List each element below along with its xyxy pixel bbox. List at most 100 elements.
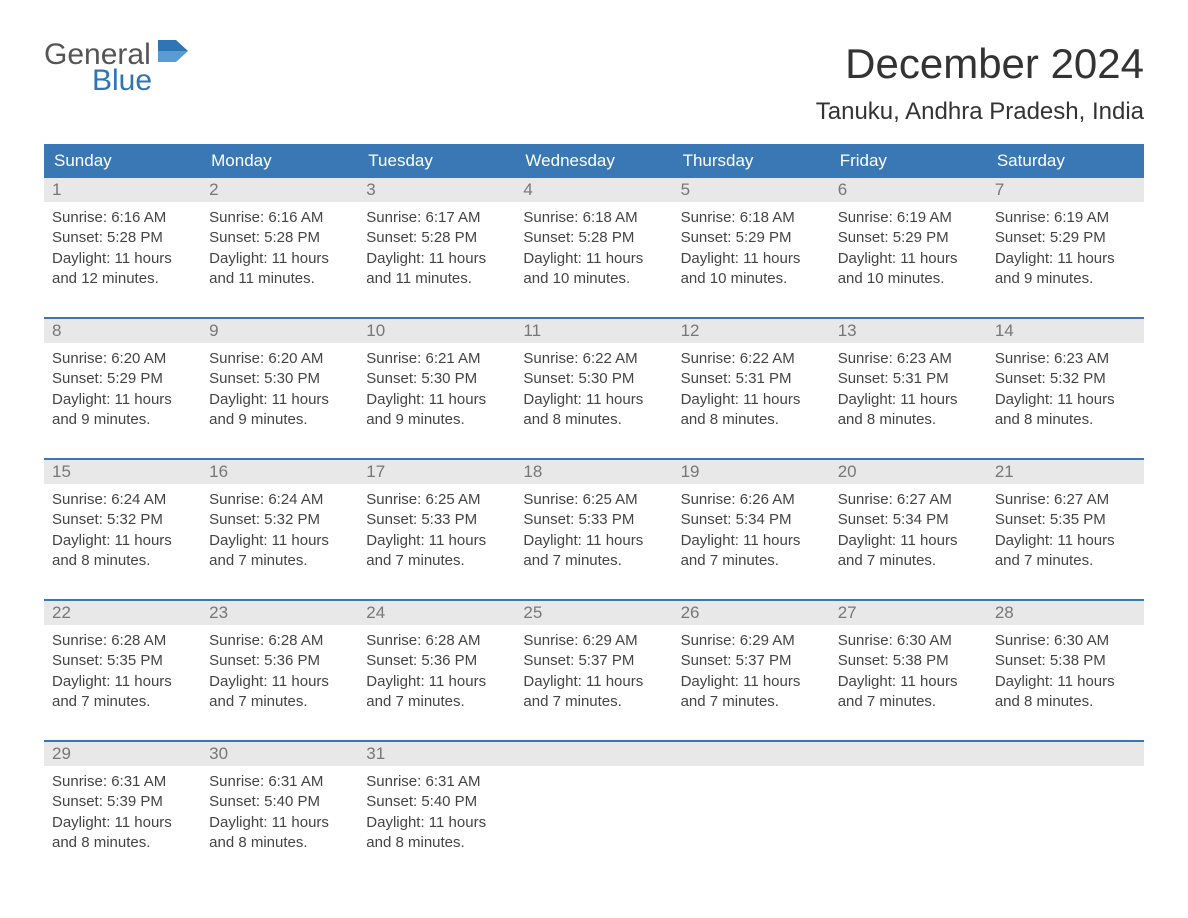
sunrise-line: Sunrise: 6:28 AM — [366, 631, 507, 651]
sunset-line: Sunset: 5:38 PM — [838, 651, 979, 671]
daylight-line: Daylight: 11 hoursand 9 minutes. — [995, 249, 1136, 290]
day-number: 16 — [201, 460, 358, 484]
sunset-line: Sunset: 5:30 PM — [366, 369, 507, 389]
sunrise-line: Sunrise: 6:30 AM — [995, 631, 1136, 651]
sunrise-line: Sunrise: 6:24 AM — [209, 490, 350, 510]
daynum-row: 1234567 — [44, 178, 1144, 202]
brand-word2-text: Blue — [92, 64, 152, 97]
week-row: 293031Sunrise: 6:31 AMSunset: 5:39 PMDay… — [44, 740, 1144, 863]
daylight-line: Daylight: 11 hoursand 10 minutes. — [523, 249, 664, 290]
sunset-line: Sunset: 5:29 PM — [52, 369, 193, 389]
daylight-line: Daylight: 11 hoursand 8 minutes. — [366, 813, 507, 854]
sunset-line: Sunset: 5:35 PM — [995, 510, 1136, 530]
day-cell: Sunrise: 6:28 AMSunset: 5:36 PMDaylight:… — [358, 625, 515, 722]
sunset-line: Sunset: 5:40 PM — [366, 792, 507, 812]
day-cell: Sunrise: 6:24 AMSunset: 5:32 PMDaylight:… — [201, 484, 358, 581]
day-cell-empty — [673, 766, 830, 863]
daylight-line: Daylight: 11 hoursand 8 minutes. — [52, 813, 193, 854]
day-number: 20 — [830, 460, 987, 484]
day-cell: Sunrise: 6:27 AMSunset: 5:34 PMDaylight:… — [830, 484, 987, 581]
day-number: 15 — [44, 460, 201, 484]
sunset-line: Sunset: 5:38 PM — [995, 651, 1136, 671]
day-cell: Sunrise: 6:29 AMSunset: 5:37 PMDaylight:… — [515, 625, 672, 722]
weekday-header: Monday — [201, 144, 358, 178]
day-cell: Sunrise: 6:20 AMSunset: 5:29 PMDaylight:… — [44, 343, 201, 440]
day-number — [673, 742, 830, 766]
day-cell: Sunrise: 6:20 AMSunset: 5:30 PMDaylight:… — [201, 343, 358, 440]
daylight-line: Daylight: 11 hoursand 7 minutes. — [838, 672, 979, 713]
sunset-line: Sunset: 5:32 PM — [52, 510, 193, 530]
daylight-line: Daylight: 11 hoursand 8 minutes. — [995, 672, 1136, 713]
daylight-line: Daylight: 11 hoursand 8 minutes. — [995, 390, 1136, 431]
daylight-line: Daylight: 11 hoursand 11 minutes. — [366, 249, 507, 290]
day-cell: Sunrise: 6:23 AMSunset: 5:31 PMDaylight:… — [830, 343, 987, 440]
day-number: 23 — [201, 601, 358, 625]
sunset-line: Sunset: 5:28 PM — [52, 228, 193, 248]
day-number: 8 — [44, 319, 201, 343]
day-cell: Sunrise: 6:22 AMSunset: 5:30 PMDaylight:… — [515, 343, 672, 440]
day-number: 18 — [515, 460, 672, 484]
day-cell: Sunrise: 6:19 AMSunset: 5:29 PMDaylight:… — [987, 202, 1144, 299]
sunrise-line: Sunrise: 6:22 AM — [523, 349, 664, 369]
day-cell: Sunrise: 6:17 AMSunset: 5:28 PMDaylight:… — [358, 202, 515, 299]
sunset-line: Sunset: 5:28 PM — [523, 228, 664, 248]
title-block: December 2024 Tanuku, Andhra Pradesh, In… — [816, 40, 1144, 126]
daylight-line: Daylight: 11 hoursand 8 minutes. — [681, 390, 822, 431]
day-cell: Sunrise: 6:30 AMSunset: 5:38 PMDaylight:… — [830, 625, 987, 722]
sunrise-line: Sunrise: 6:31 AM — [366, 772, 507, 792]
sunrise-line: Sunrise: 6:23 AM — [995, 349, 1136, 369]
sunrise-line: Sunrise: 6:31 AM — [209, 772, 350, 792]
weekday-header-row: SundayMondayTuesdayWednesdayThursdayFrid… — [44, 144, 1144, 178]
daynum-row: 891011121314 — [44, 319, 1144, 343]
sunrise-line: Sunrise: 6:20 AM — [52, 349, 193, 369]
daylight-line: Daylight: 11 hoursand 10 minutes. — [681, 249, 822, 290]
day-number — [515, 742, 672, 766]
daylight-line: Daylight: 11 hoursand 8 minutes. — [209, 813, 350, 854]
sunrise-line: Sunrise: 6:31 AM — [52, 772, 193, 792]
sunrise-line: Sunrise: 6:28 AM — [52, 631, 193, 651]
month-title: December 2024 — [816, 40, 1144, 88]
day-number: 19 — [673, 460, 830, 484]
sunset-line: Sunset: 5:35 PM — [52, 651, 193, 671]
day-cell: Sunrise: 6:28 AMSunset: 5:35 PMDaylight:… — [44, 625, 201, 722]
sunrise-line: Sunrise: 6:18 AM — [681, 208, 822, 228]
weekday-header: Sunday — [44, 144, 201, 178]
location-subtitle: Tanuku, Andhra Pradesh, India — [816, 98, 1144, 126]
sunrise-line: Sunrise: 6:25 AM — [366, 490, 507, 510]
weekday-header: Friday — [830, 144, 987, 178]
sunset-line: Sunset: 5:36 PM — [366, 651, 507, 671]
day-cell-empty — [987, 766, 1144, 863]
sunset-line: Sunset: 5:29 PM — [838, 228, 979, 248]
week-row: 891011121314Sunrise: 6:20 AMSunset: 5:29… — [44, 317, 1144, 440]
day-number: 26 — [673, 601, 830, 625]
brand-word2: Blue — [92, 66, 152, 96]
sunrise-line: Sunrise: 6:18 AM — [523, 208, 664, 228]
sunrise-line: Sunrise: 6:28 AM — [209, 631, 350, 651]
sunrise-line: Sunrise: 6:20 AM — [209, 349, 350, 369]
daylight-line: Daylight: 11 hoursand 7 minutes. — [995, 531, 1136, 572]
day-cell: Sunrise: 6:25 AMSunset: 5:33 PMDaylight:… — [358, 484, 515, 581]
day-number: 5 — [673, 178, 830, 202]
day-number: 1 — [44, 178, 201, 202]
weekday-header: Wednesday — [515, 144, 672, 178]
day-number: 30 — [201, 742, 358, 766]
sunset-line: Sunset: 5:28 PM — [209, 228, 350, 248]
sunset-line: Sunset: 5:33 PM — [366, 510, 507, 530]
daylight-line: Daylight: 11 hoursand 10 minutes. — [838, 249, 979, 290]
day-cell: Sunrise: 6:21 AMSunset: 5:30 PMDaylight:… — [358, 343, 515, 440]
day-cell: Sunrise: 6:19 AMSunset: 5:29 PMDaylight:… — [830, 202, 987, 299]
sunset-line: Sunset: 5:30 PM — [209, 369, 350, 389]
daylight-line: Daylight: 11 hoursand 9 minutes. — [366, 390, 507, 431]
day-number: 28 — [987, 601, 1144, 625]
sunrise-line: Sunrise: 6:19 AM — [838, 208, 979, 228]
day-cell: Sunrise: 6:27 AMSunset: 5:35 PMDaylight:… — [987, 484, 1144, 581]
daynum-row: 15161718192021 — [44, 460, 1144, 484]
day-number: 25 — [515, 601, 672, 625]
day-number: 3 — [358, 178, 515, 202]
daylight-line: Daylight: 11 hoursand 8 minutes. — [52, 531, 193, 572]
day-number: 31 — [358, 742, 515, 766]
sunset-line: Sunset: 5:40 PM — [209, 792, 350, 812]
day-cell: Sunrise: 6:29 AMSunset: 5:37 PMDaylight:… — [673, 625, 830, 722]
day-number: 17 — [358, 460, 515, 484]
day-number: 13 — [830, 319, 987, 343]
